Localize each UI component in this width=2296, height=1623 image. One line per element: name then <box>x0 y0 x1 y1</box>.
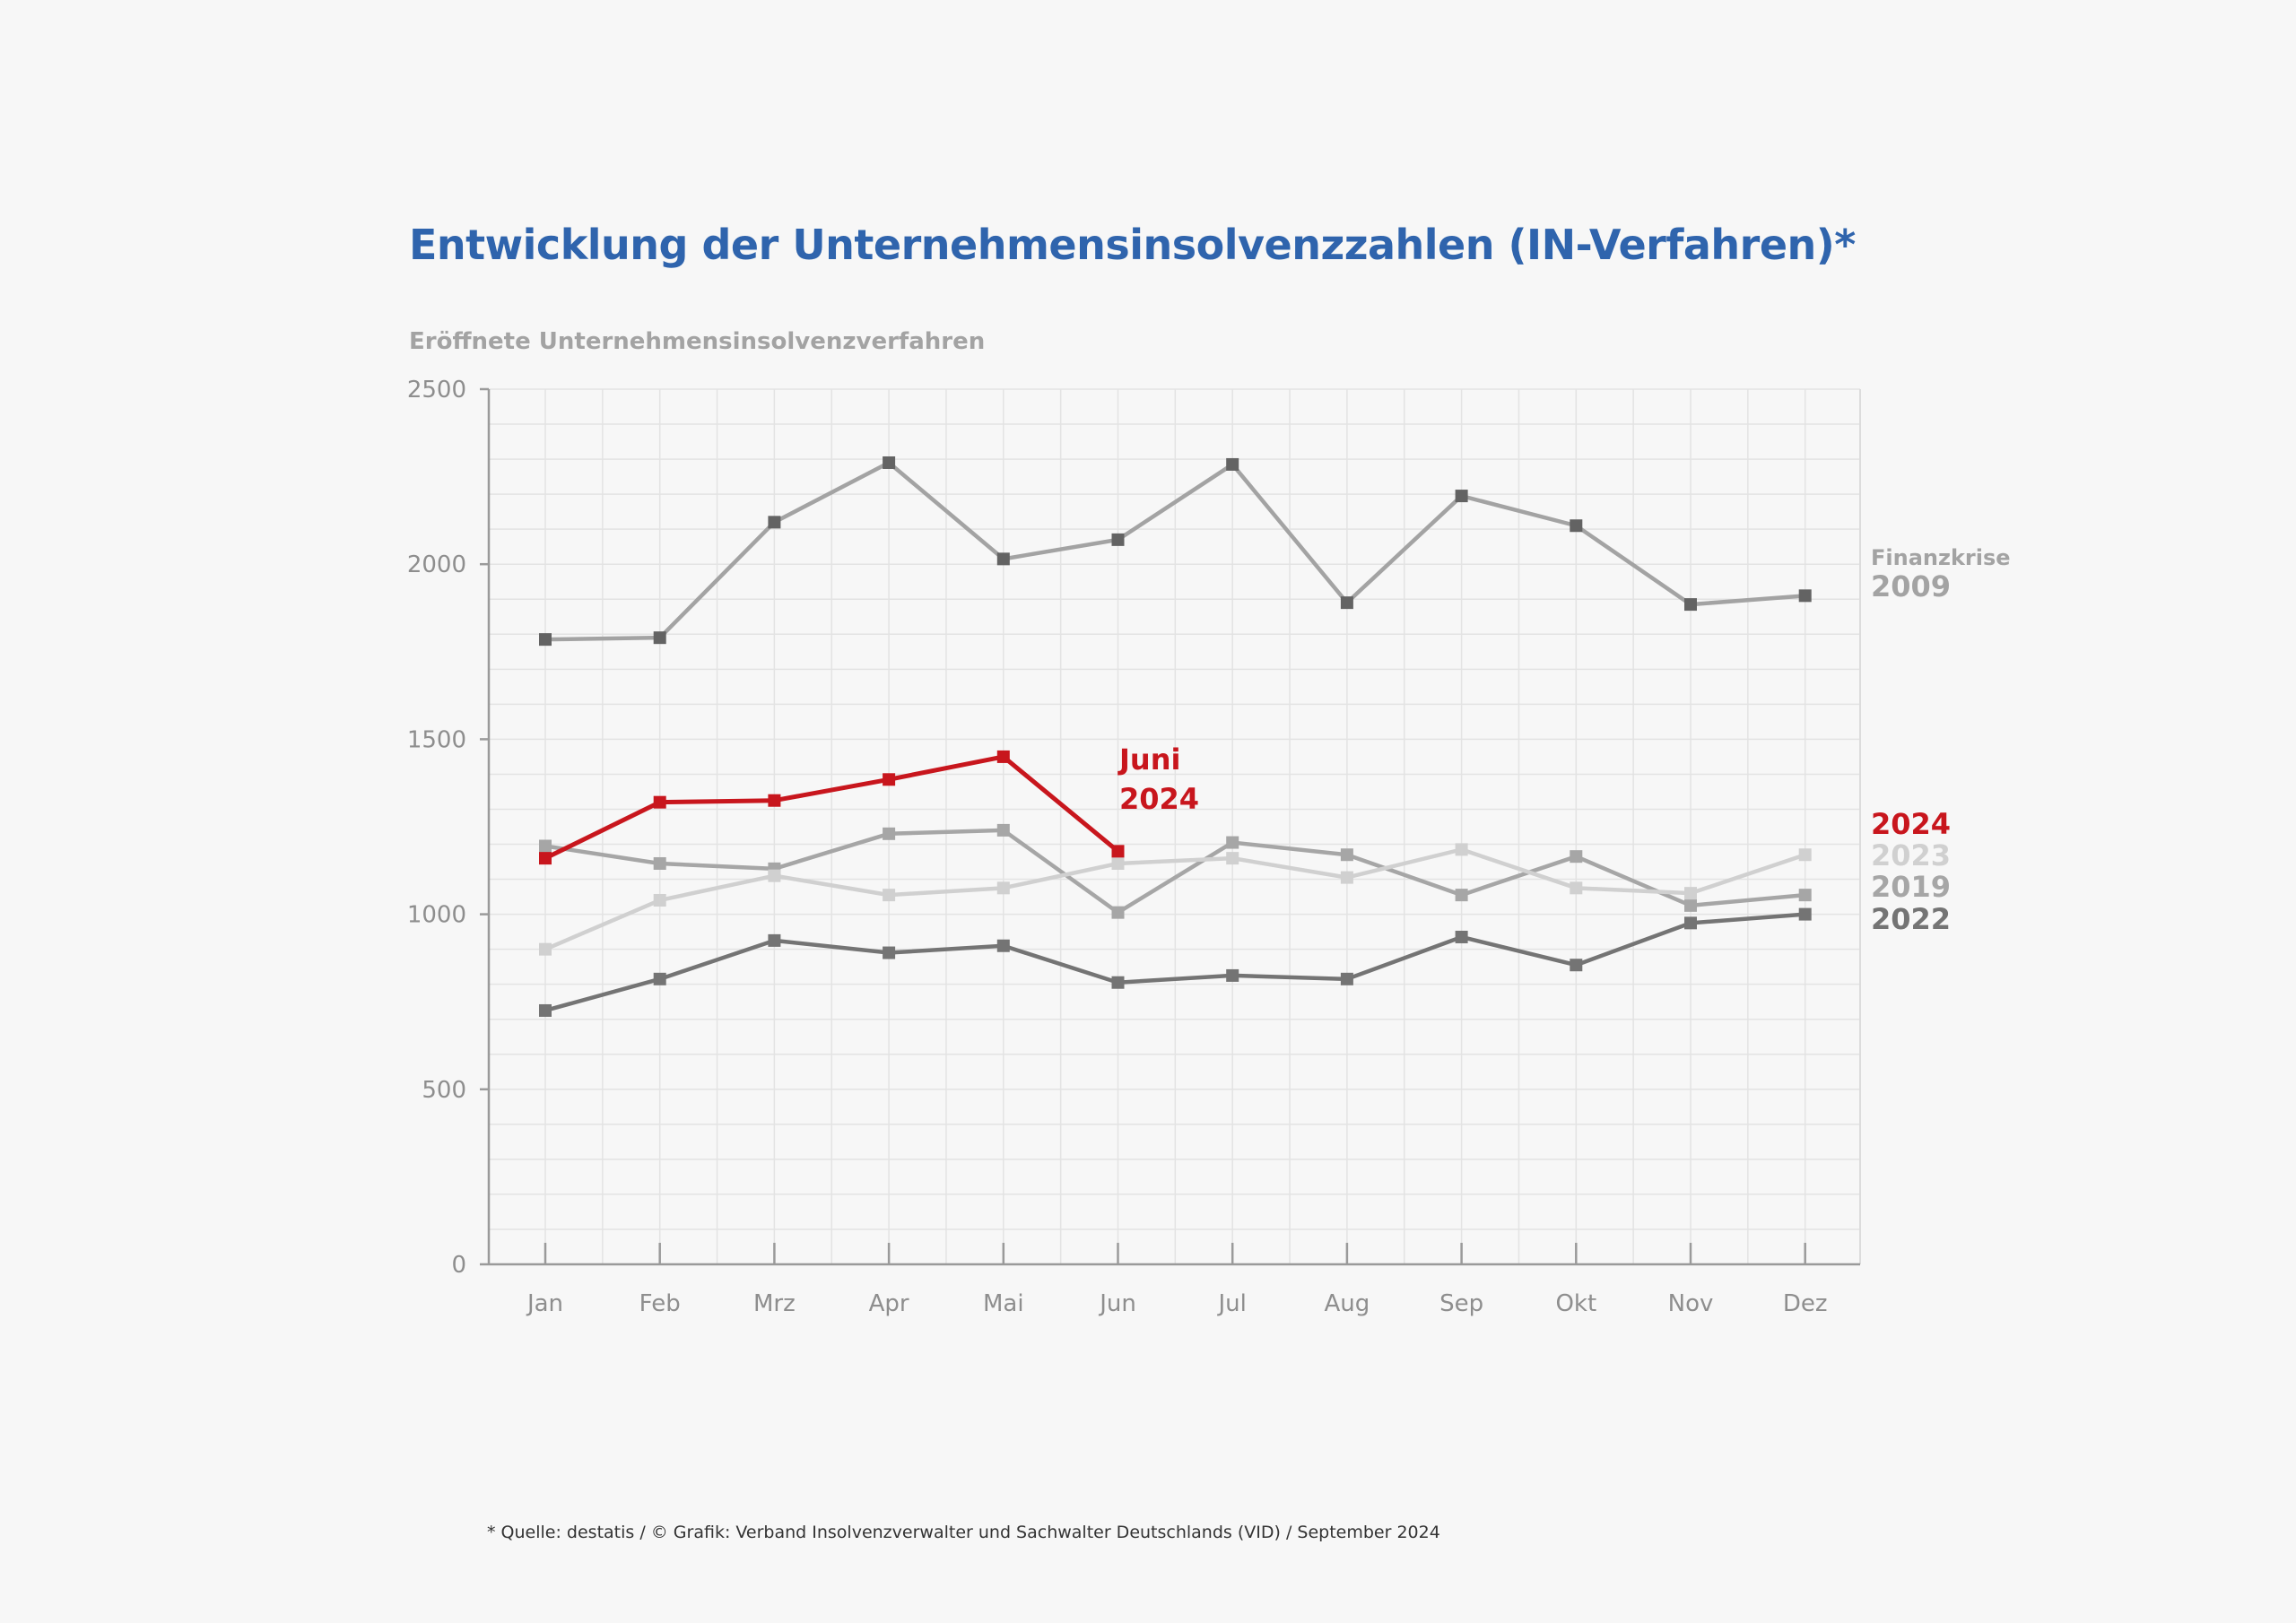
series-label-2022: 2022 <box>1871 902 1951 936</box>
data-point-2009 <box>768 516 781 529</box>
data-point-2023 <box>1111 856 1125 870</box>
y-tick-label: 2000 <box>407 551 466 578</box>
x-tick-label: Sep <box>1439 1290 1483 1317</box>
data-point-2024 <box>768 794 781 807</box>
data-point-2022 <box>768 933 781 947</box>
data-point-2023 <box>996 881 1010 895</box>
data-point-2022 <box>1455 930 1468 943</box>
data-point-2023 <box>1226 852 1239 865</box>
data-point-2022 <box>996 939 1010 952</box>
data-point-2009 <box>1684 598 1697 612</box>
data-point-2023 <box>1684 887 1697 900</box>
data-point-2022 <box>1111 976 1125 989</box>
y-tick-label: 500 <box>422 1077 466 1104</box>
x-tick-label: Aug <box>1325 1290 1370 1317</box>
chart-source-note: * Quelle: destatis / © Grafik: Verband I… <box>487 1523 1440 1542</box>
series-label-2023: 2023 <box>1871 838 1951 872</box>
data-point-2024 <box>1111 845 1125 858</box>
data-point-2022 <box>1798 907 1812 921</box>
data-point-2023 <box>1455 843 1468 856</box>
data-point-2024 <box>883 773 896 786</box>
x-tick-label: Nov <box>1668 1290 1714 1317</box>
x-tick-label: Feb <box>639 1290 681 1317</box>
chart-grid <box>489 388 1861 1264</box>
data-point-2024 <box>653 795 666 809</box>
data-point-2023 <box>653 893 666 907</box>
annotation-juni-2024: Juni <box>1118 742 1180 777</box>
x-tick-label: Dez <box>1783 1290 1828 1317</box>
data-point-2009 <box>996 552 1010 566</box>
y-tick-label: 1500 <box>407 726 466 753</box>
data-point-2019 <box>539 839 552 853</box>
data-point-2024 <box>539 852 552 865</box>
data-point-2009 <box>1111 533 1125 546</box>
data-point-2023 <box>539 942 552 956</box>
data-point-2009 <box>1340 596 1353 610</box>
data-point-2023 <box>1340 871 1353 884</box>
y-axis-label: Eröffnete Unternehmensinsolvenzverfahren <box>409 328 986 355</box>
data-point-2009 <box>1455 490 1468 503</box>
data-point-2022 <box>1570 959 1583 972</box>
data-point-2009 <box>1570 519 1583 533</box>
x-tick-label: Mai <box>983 1290 1024 1317</box>
data-point-2009 <box>1798 589 1812 603</box>
data-point-2019 <box>1226 836 1239 849</box>
data-point-2022 <box>1340 972 1353 985</box>
y-tick-label: 2500 <box>407 377 466 404</box>
data-point-2019 <box>653 856 666 870</box>
data-point-2023 <box>883 889 896 902</box>
series-label-2024: 2024 <box>1871 807 1951 841</box>
data-point-2022 <box>653 972 666 985</box>
chart-series-markers <box>539 456 1812 1017</box>
chart-title: Entwicklung der Unternehmensinsolvenzzah… <box>409 221 1856 269</box>
x-tick-label: Mrz <box>753 1290 796 1317</box>
series-line-2024 <box>543 754 1120 861</box>
series-line-2022 <box>543 912 1807 1013</box>
data-point-2019 <box>883 827 896 840</box>
series-label-2009: 2009 <box>1871 569 1951 603</box>
data-point-2022 <box>539 1003 552 1017</box>
data-point-2023 <box>1798 848 1812 862</box>
x-tick-label: Jul <box>1217 1290 1247 1317</box>
annotation-juni-2024: 2024 <box>1119 782 1199 816</box>
annotation-finanzkrise: Finanzkrise <box>1871 545 2011 570</box>
data-point-2019 <box>1798 889 1812 902</box>
data-point-2023 <box>768 869 781 882</box>
chart-axes <box>480 387 1860 1266</box>
y-tick-label: 1000 <box>407 902 466 929</box>
data-point-2019 <box>1340 848 1353 862</box>
data-point-2019 <box>1111 906 1125 919</box>
series-line-2019 <box>543 828 1807 915</box>
data-point-2009 <box>1226 457 1239 471</box>
data-point-2019 <box>1684 898 1697 912</box>
data-point-2009 <box>653 631 666 645</box>
chart-tick-labels: 0 500 1000 1500 2000 2500 Jan Feb Mrz Apr Mai Jun Ju… <box>407 377 1828 1317</box>
x-tick-label: Jan <box>526 1290 563 1317</box>
data-point-2022 <box>1226 968 1239 982</box>
x-tick-label: Jun <box>1098 1290 1136 1317</box>
data-point-2019 <box>1455 889 1468 902</box>
data-point-2024 <box>996 750 1010 763</box>
data-point-2023 <box>1570 881 1583 895</box>
y-tick-label: 0 <box>451 1252 466 1279</box>
data-point-2019 <box>1570 850 1583 864</box>
data-point-2009 <box>883 456 896 469</box>
chart-series-lines <box>543 460 1807 1013</box>
data-point-2022 <box>883 946 896 959</box>
series-label-2019: 2019 <box>1871 870 1951 904</box>
series-line-2009 <box>543 460 1807 642</box>
data-point-2022 <box>1684 916 1697 930</box>
data-point-2019 <box>996 823 1010 837</box>
x-tick-label: Apr <box>869 1290 909 1317</box>
x-tick-label: Okt <box>1555 1290 1596 1317</box>
series-line-2023 <box>543 847 1807 951</box>
data-point-2009 <box>539 633 552 647</box>
